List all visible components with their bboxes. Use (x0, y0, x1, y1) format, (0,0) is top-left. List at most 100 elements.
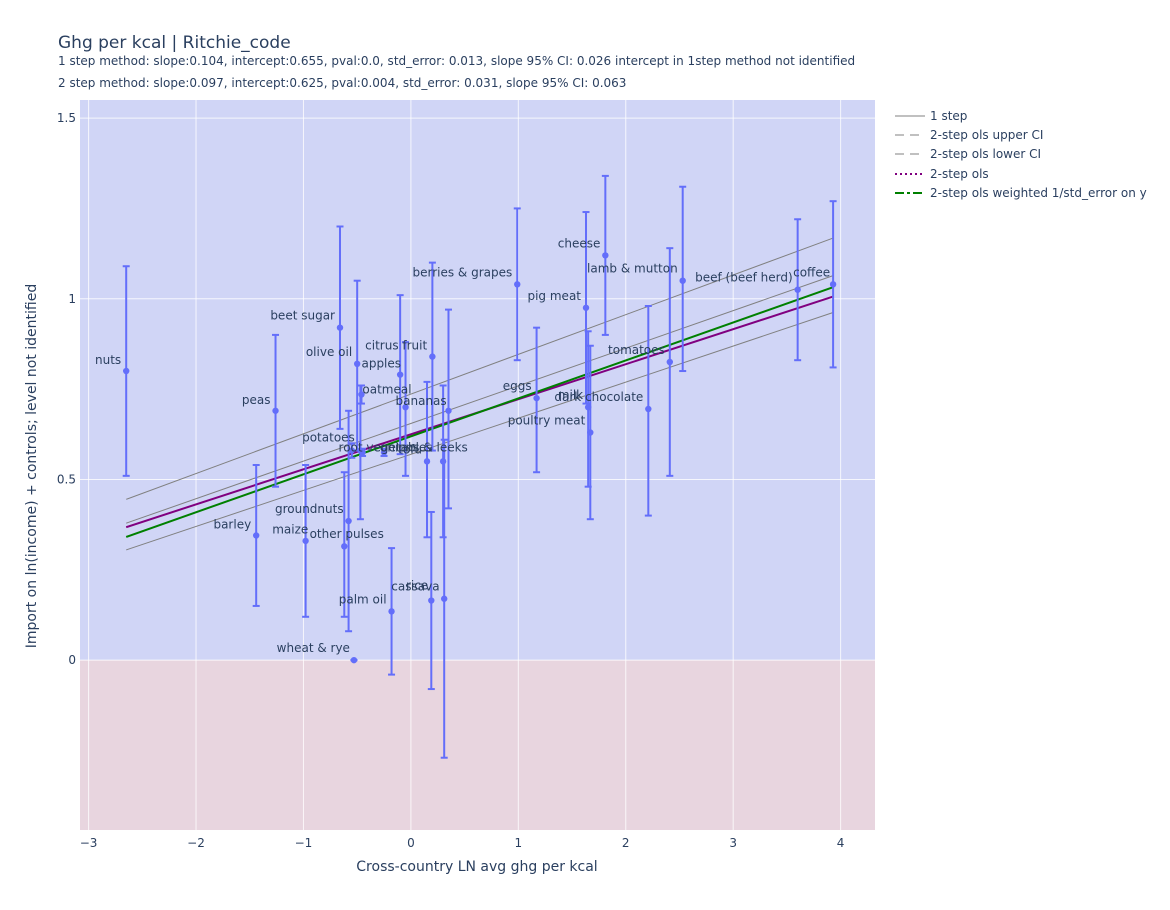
point-label: tofu (398, 442, 422, 456)
data-point (353, 360, 361, 368)
data-point (402, 403, 409, 411)
data-point (829, 281, 837, 288)
legend-item-lower-ci[interactable]: 2-step ols lower CI (895, 145, 1147, 164)
data-point (252, 532, 260, 539)
point-label: cheese (558, 236, 601, 250)
legend-item-upper-ci[interactable]: 2-step ols upper CI (895, 125, 1147, 144)
x-tick-label: 0 (407, 836, 415, 850)
data-point (439, 458, 447, 465)
data-point (533, 394, 540, 402)
point-label: groundnuts (275, 502, 344, 516)
x-tick-label: 3 (729, 836, 737, 850)
legend-swatch-upper-ci (895, 134, 925, 136)
point-label: citrus fruit (365, 339, 427, 353)
data-point (440, 595, 448, 602)
y-tick-label: 1.5 (57, 111, 76, 125)
point-label: root vegetables (339, 440, 433, 454)
legend-label-ols: 2-step ols (930, 166, 989, 181)
chart-subtitle-2: 2 step method: slope:0.097, intercept:0.… (58, 76, 627, 90)
chart-title: Ghg per kcal | Ritchie_code (58, 33, 291, 53)
point-label: lamb & mutton (587, 262, 678, 276)
point-label: pig meat (527, 289, 581, 303)
grid-lines (80, 100, 875, 830)
data-point (388, 608, 395, 615)
data-point (582, 304, 590, 311)
point-label: barley (213, 517, 251, 531)
point-label: coffee (793, 265, 830, 279)
point-label: poultry meat (508, 413, 586, 427)
point-label: olive oil (306, 345, 352, 359)
data-points (122, 252, 837, 664)
y-axis-label: Import on ln(income) + controls; level n… (24, 284, 40, 648)
point-label: wheat & rye (277, 641, 350, 655)
data-point (272, 407, 279, 414)
point-label: apples (361, 357, 401, 371)
data-point (341, 543, 348, 550)
point-label: onions & leeks (380, 440, 468, 454)
legend: 1 step 2-step ols upper CI 2-step ols lo… (895, 106, 1147, 202)
x-axis-label: Cross-country LN avg ghg per kcal (356, 859, 597, 875)
legend-item-ols[interactable]: 2-step ols (895, 164, 1147, 183)
data-point (514, 281, 521, 288)
series-line-4 (125, 286, 834, 538)
data-point (122, 367, 130, 375)
y-tick-label: 1 (68, 292, 76, 306)
point-label: maize (272, 522, 308, 536)
background-region-1 (80, 660, 875, 830)
point-label: peas (242, 393, 271, 407)
data-point (428, 597, 435, 604)
data-point (794, 286, 801, 293)
background-region-0 (80, 100, 875, 661)
point-label: beet sugar (270, 309, 335, 323)
legend-label-weighted: 2-step ols weighted 1/std_error on y (930, 185, 1147, 200)
data-point (359, 449, 366, 456)
legend-item-1-step[interactable]: 1 step (895, 106, 1147, 125)
x-tick-label: 2 (622, 836, 630, 850)
legend-label-lower-ci: 2-step ols lower CI (930, 147, 1042, 162)
legend-swatch-1-step (895, 115, 925, 117)
data-point (445, 407, 452, 414)
legend-item-weighted[interactable]: 2-step ols weighted 1/std_error on y (895, 183, 1147, 202)
data-point (587, 429, 594, 436)
x-tick-label: 4 (837, 836, 845, 850)
data-point (348, 447, 356, 454)
point-label: eggs (503, 379, 532, 393)
point-label: bananas (396, 394, 447, 408)
data-point (679, 277, 686, 284)
point-label: potatoes (302, 431, 355, 445)
chart-subtitle-1: 1 step method: slope:0.104, intercept:0.… (58, 54, 856, 68)
legend-label-1-step: 1 step (930, 108, 968, 123)
point-label: nuts (95, 353, 121, 367)
x-tick-label: −1 (295, 836, 313, 850)
point-label: oatmeal (362, 383, 411, 397)
data-point (423, 458, 431, 465)
data-point (336, 324, 344, 331)
x-tick-label: −2 (187, 836, 205, 850)
point-label: dark chocolate (554, 390, 643, 404)
data-point (345, 517, 352, 525)
point-label: milk (558, 388, 583, 402)
y-tick-label: 0.5 (57, 472, 76, 486)
data-point (645, 405, 652, 413)
data-point (302, 537, 309, 545)
point-label: berries & grapes (412, 265, 512, 279)
legend-label-upper-ci: 2-step ols upper CI (930, 127, 1044, 142)
series-line-2 (126, 312, 834, 551)
data-point (380, 449, 388, 456)
regression-lines (125, 237, 834, 551)
data-point (666, 358, 674, 366)
tick-labels: −3 −2 −1 0 1 2 3 4 0 0.5 1 1.5 (57, 111, 845, 850)
x-tick-label: −3 (80, 836, 98, 850)
point-label: other pulses (310, 527, 384, 541)
point-label: beef (beef herd) (695, 271, 793, 285)
legend-swatch-weighted (895, 191, 925, 194)
data-point (358, 391, 365, 398)
point-label: tomatoes (608, 343, 665, 357)
plot-background (80, 100, 875, 830)
legend-swatch-ols (895, 172, 925, 175)
series-line-1 (126, 237, 834, 500)
x-tick-label: 1 (515, 836, 523, 850)
data-point (602, 252, 609, 259)
